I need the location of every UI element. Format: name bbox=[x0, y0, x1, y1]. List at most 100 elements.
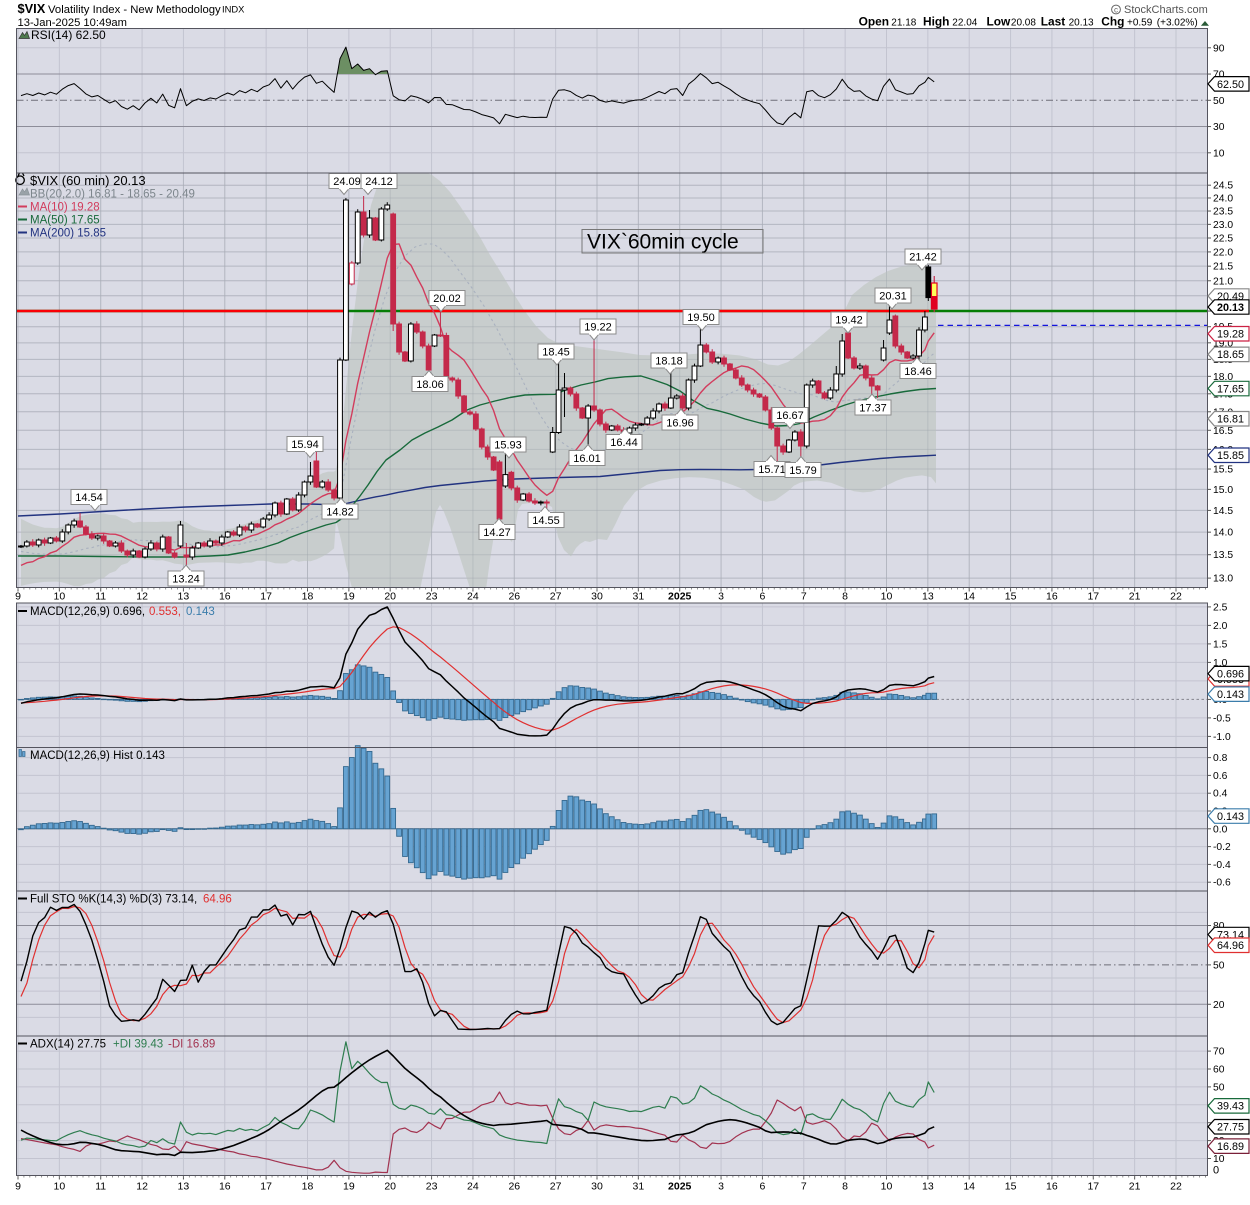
svg-text:MACD(12,26,9) 0.696,: MACD(12,26,9) 0.696, bbox=[30, 606, 145, 618]
svg-text:15.93: 15.93 bbox=[494, 439, 522, 451]
svg-text:11: 11 bbox=[95, 591, 106, 603]
svg-text:20.13: 20.13 bbox=[1069, 18, 1094, 29]
svg-text:MA(10) 19.28: MA(10) 19.28 bbox=[30, 202, 100, 214]
svg-text:16.96: 16.96 bbox=[666, 417, 694, 429]
svg-text:18.45: 18.45 bbox=[542, 346, 570, 358]
svg-text:13.0: 13.0 bbox=[1213, 574, 1233, 585]
svg-text:9: 9 bbox=[15, 1181, 21, 1193]
svg-text:Chg: Chg bbox=[1101, 15, 1124, 29]
svg-text:17: 17 bbox=[260, 591, 272, 603]
svg-text:22: 22 bbox=[1170, 591, 1182, 603]
svg-text:8: 8 bbox=[842, 1181, 848, 1193]
svg-text:VIX`60min cycle: VIX`60min cycle bbox=[587, 231, 739, 254]
svg-text:18.18: 18.18 bbox=[655, 355, 683, 367]
svg-text:MA(200) 15.85: MA(200) 15.85 bbox=[30, 228, 106, 240]
svg-text:14.54: 14.54 bbox=[75, 492, 103, 504]
svg-text:-0.4: -0.4 bbox=[1213, 860, 1231, 871]
svg-text:19.22: 19.22 bbox=[584, 321, 612, 333]
svg-text:Last: Last bbox=[1041, 15, 1065, 29]
svg-text:20.08: 20.08 bbox=[1011, 18, 1036, 29]
svg-text:18.06: 18.06 bbox=[416, 379, 444, 391]
svg-text:20: 20 bbox=[1213, 1000, 1225, 1011]
svg-text:ADX(14) 27.75: ADX(14) 27.75 bbox=[30, 1039, 106, 1051]
svg-text:30: 30 bbox=[591, 1181, 603, 1193]
svg-text:20.13: 20.13 bbox=[1217, 302, 1244, 314]
svg-text:21: 21 bbox=[1129, 591, 1141, 603]
svg-text:0.8: 0.8 bbox=[1213, 753, 1228, 764]
svg-text:16.89: 16.89 bbox=[1217, 1141, 1244, 1153]
svg-text:13-Jan-2025 10:49am: 13-Jan-2025 10:49am bbox=[18, 17, 127, 29]
svg-text:-DI 16.89: -DI 16.89 bbox=[168, 1039, 215, 1051]
svg-text:10: 10 bbox=[54, 1181, 66, 1193]
svg-text:20.02: 20.02 bbox=[433, 293, 461, 305]
svg-text:8: 8 bbox=[842, 591, 848, 603]
svg-text:30: 30 bbox=[591, 591, 603, 603]
svg-text:15: 15 bbox=[1005, 591, 1017, 603]
svg-text:13.24: 13.24 bbox=[172, 573, 200, 585]
svg-text:22: 22 bbox=[1170, 1181, 1182, 1193]
svg-text:9: 9 bbox=[15, 591, 21, 603]
svg-text:15.85: 15.85 bbox=[1217, 450, 1244, 462]
svg-text:10: 10 bbox=[54, 591, 66, 603]
svg-text:13: 13 bbox=[922, 1181, 934, 1193]
svg-text:13.5: 13.5 bbox=[1213, 550, 1233, 561]
svg-text:16.67: 16.67 bbox=[776, 410, 804, 422]
svg-text:70: 70 bbox=[1213, 1047, 1225, 1058]
svg-text:2.0: 2.0 bbox=[1213, 621, 1228, 632]
svg-text:Low: Low bbox=[987, 15, 1012, 29]
svg-text:23.0: 23.0 bbox=[1213, 220, 1233, 231]
svg-text:0.4: 0.4 bbox=[1213, 789, 1228, 800]
svg-text:RSI(14) 62.50: RSI(14) 62.50 bbox=[31, 28, 106, 42]
svg-text:24.12: 24.12 bbox=[365, 176, 393, 188]
svg-text:Open: Open bbox=[859, 15, 889, 29]
svg-text:26: 26 bbox=[508, 591, 520, 603]
svg-text:0: 0 bbox=[1213, 1165, 1219, 1177]
svg-text:70: 70 bbox=[1213, 70, 1225, 81]
svg-text:17: 17 bbox=[1087, 591, 1099, 603]
svg-text:16: 16 bbox=[1046, 591, 1058, 603]
svg-text:14.5: 14.5 bbox=[1213, 506, 1233, 517]
svg-text:10: 10 bbox=[1213, 148, 1225, 159]
svg-text:16: 16 bbox=[219, 1181, 231, 1193]
svg-text:7: 7 bbox=[801, 1181, 807, 1193]
svg-text:17: 17 bbox=[260, 1181, 272, 1193]
svg-text:0.553,: 0.553, bbox=[149, 606, 181, 618]
svg-text:+DI 39.43: +DI 39.43 bbox=[113, 1039, 163, 1051]
svg-text:0.143: 0.143 bbox=[1217, 689, 1244, 701]
svg-text:1.0: 1.0 bbox=[1213, 658, 1228, 669]
svg-text:19.0: 19.0 bbox=[1213, 338, 1233, 349]
svg-text:Full STO %K(14,3) %D(3) 73.14,: Full STO %K(14,3) %D(3) 73.14, bbox=[30, 894, 197, 906]
svg-text:90: 90 bbox=[1213, 43, 1225, 54]
svg-text:18: 18 bbox=[302, 1181, 314, 1193]
svg-text:MA(50) 17.65: MA(50) 17.65 bbox=[30, 215, 100, 227]
svg-text:14: 14 bbox=[963, 591, 975, 603]
svg-text:10: 10 bbox=[1213, 1154, 1225, 1165]
svg-text:17.37: 17.37 bbox=[859, 402, 887, 414]
svg-text:24: 24 bbox=[467, 591, 479, 603]
svg-text:15.79: 15.79 bbox=[789, 465, 817, 477]
svg-text:0.0: 0.0 bbox=[1213, 824, 1228, 835]
svg-text:INDX: INDX bbox=[222, 4, 245, 15]
svg-text:13: 13 bbox=[178, 591, 190, 603]
svg-text:2025: 2025 bbox=[668, 591, 692, 603]
svg-text:14.27: 14.27 bbox=[483, 527, 511, 539]
svg-text:(+3.02%): (+3.02%) bbox=[1157, 18, 1198, 29]
svg-text:60: 60 bbox=[1213, 1065, 1225, 1076]
svg-text:0.143: 0.143 bbox=[1217, 811, 1244, 823]
svg-text:c: c bbox=[1114, 6, 1118, 15]
svg-text:14.55: 14.55 bbox=[532, 515, 560, 527]
svg-text:19: 19 bbox=[343, 1181, 355, 1193]
svg-text:50: 50 bbox=[1213, 1082, 1225, 1093]
svg-text:27: 27 bbox=[550, 591, 562, 603]
svg-text:16.5: 16.5 bbox=[1213, 426, 1233, 437]
svg-text:21.0: 21.0 bbox=[1213, 276, 1233, 287]
svg-text:7: 7 bbox=[801, 591, 807, 603]
svg-text:19.28: 19.28 bbox=[1217, 329, 1244, 341]
svg-text:50: 50 bbox=[1213, 96, 1225, 107]
svg-text:11: 11 bbox=[95, 1181, 106, 1193]
svg-text:+0.59: +0.59 bbox=[1127, 18, 1153, 29]
svg-text:24.09: 24.09 bbox=[333, 176, 361, 188]
svg-text:31: 31 bbox=[633, 1181, 645, 1193]
svg-text:23: 23 bbox=[426, 591, 438, 603]
svg-text:10: 10 bbox=[881, 1181, 893, 1193]
